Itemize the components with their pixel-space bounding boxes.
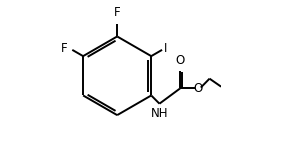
Text: I: I — [164, 42, 167, 56]
Text: F: F — [114, 6, 120, 18]
Text: NH: NH — [151, 107, 168, 120]
Text: O: O — [175, 54, 185, 67]
Text: F: F — [61, 42, 68, 56]
Text: O: O — [193, 82, 202, 95]
